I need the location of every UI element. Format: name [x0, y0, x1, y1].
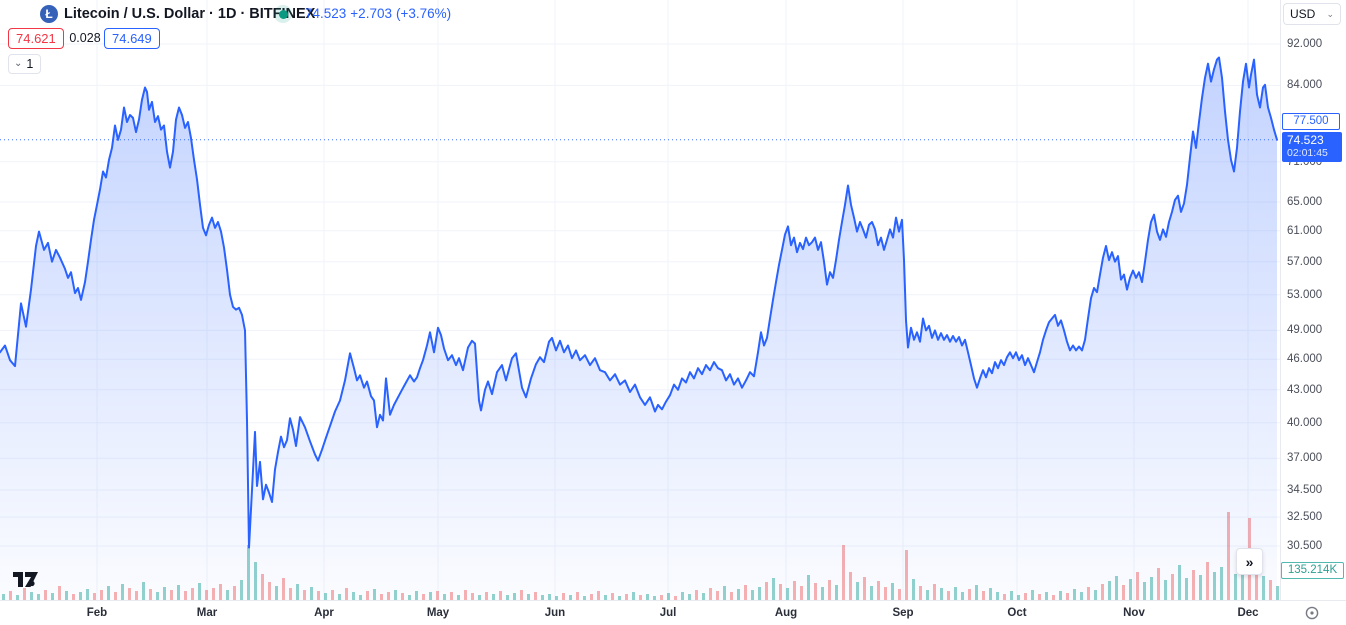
spread-value: 0.028: [69, 31, 101, 45]
price-tick-label: 46.000: [1287, 353, 1323, 365]
currency-label: USD: [1290, 7, 1316, 21]
price-change-percent: (+3.76%): [395, 6, 452, 21]
month-tick-label: Feb: [86, 607, 108, 619]
month-tick-label: Oct: [1007, 607, 1027, 619]
last-price-change: 74.523 +2.703 (+3.76%): [305, 5, 455, 23]
month-tick-label: Sep: [892, 607, 914, 619]
price-tick-label: 61.000: [1287, 225, 1323, 237]
price-tick-label: 30.500: [1287, 540, 1323, 552]
month-tick-label: May: [426, 607, 450, 619]
interval-label: 1: [26, 57, 34, 71]
market-status-dot[interactable]: [274, 5, 292, 23]
month-tick-label: Jun: [544, 607, 566, 619]
month-tick-label: Apr: [314, 607, 334, 619]
price-tick-label: 32.500: [1287, 511, 1323, 523]
month-tick-label: Dec: [1237, 607, 1259, 619]
price-chart-canvas[interactable]: [0, 0, 1280, 600]
interval-dropdown[interactable]: ⌄ 1: [8, 54, 42, 74]
bid-price-button[interactable]: 74.621: [8, 28, 64, 49]
price-line-series: [0, 56, 1278, 549]
tradingview-logo[interactable]: [12, 570, 40, 589]
price-tick-label: 84.000: [1287, 79, 1323, 91]
currency-dropdown[interactable]: USD ⌄: [1283, 3, 1341, 25]
price-area-fill: [0, 57, 1277, 600]
price-tick-label: 43.000: [1287, 384, 1323, 396]
volume-bar: [1276, 586, 1279, 600]
time-scale-axis[interactable]: Feb Mar Apr May Jun Jul Aug Sep Oct Nov Dec: [0, 600, 1346, 625]
price-tick-label: 37.000: [1287, 452, 1323, 464]
price-tick-label: 53.000: [1287, 289, 1323, 301]
chevron-down-icon: ⌄: [1326, 8, 1334, 19]
price-tick-label: 65.000: [1287, 196, 1323, 208]
price-alert-label[interactable]: 77.500: [1282, 113, 1340, 130]
price-scale-axis[interactable]: USD ⌄ 92.000 84.000 71.000 65.000 61.000 57.0…: [1280, 0, 1346, 600]
price-tick-label: 57.000: [1287, 256, 1323, 268]
ask-price-button[interactable]: 74.649: [104, 28, 160, 49]
chevron-down-icon: ⌄: [14, 58, 23, 69]
month-tick-label: Mar: [196, 607, 218, 619]
litecoin-logo-icon: Ł: [40, 5, 58, 23]
month-tick-label: Nov: [1123, 607, 1145, 619]
price-tick-label: 40.000: [1287, 417, 1323, 429]
time-axis-settings-icon[interactable]: [1304, 605, 1320, 621]
month-tick-label: Jul: [659, 607, 677, 619]
price-tick-label: 92.000: [1287, 38, 1323, 50]
current-price-value: 74.523: [1287, 133, 1324, 147]
symbol-title[interactable]: Litecoin / U.S. Dollar · 1D · BITFINEX: [64, 6, 316, 22]
last-price: 74.523: [305, 6, 347, 21]
month-tick-label: Aug: [774, 607, 798, 619]
bar-close-countdown: 02:01:45: [1287, 147, 1328, 159]
current-price-label: 74.523 02:01:45: [1282, 132, 1342, 162]
volume-value-label: 135.214K: [1281, 562, 1344, 579]
price-tick-label: 34.500: [1287, 484, 1323, 496]
price-change: +2.703: [350, 6, 392, 21]
price-tick-label: 49.000: [1287, 324, 1323, 336]
scroll-to-recent-button[interactable]: »: [1236, 548, 1263, 575]
